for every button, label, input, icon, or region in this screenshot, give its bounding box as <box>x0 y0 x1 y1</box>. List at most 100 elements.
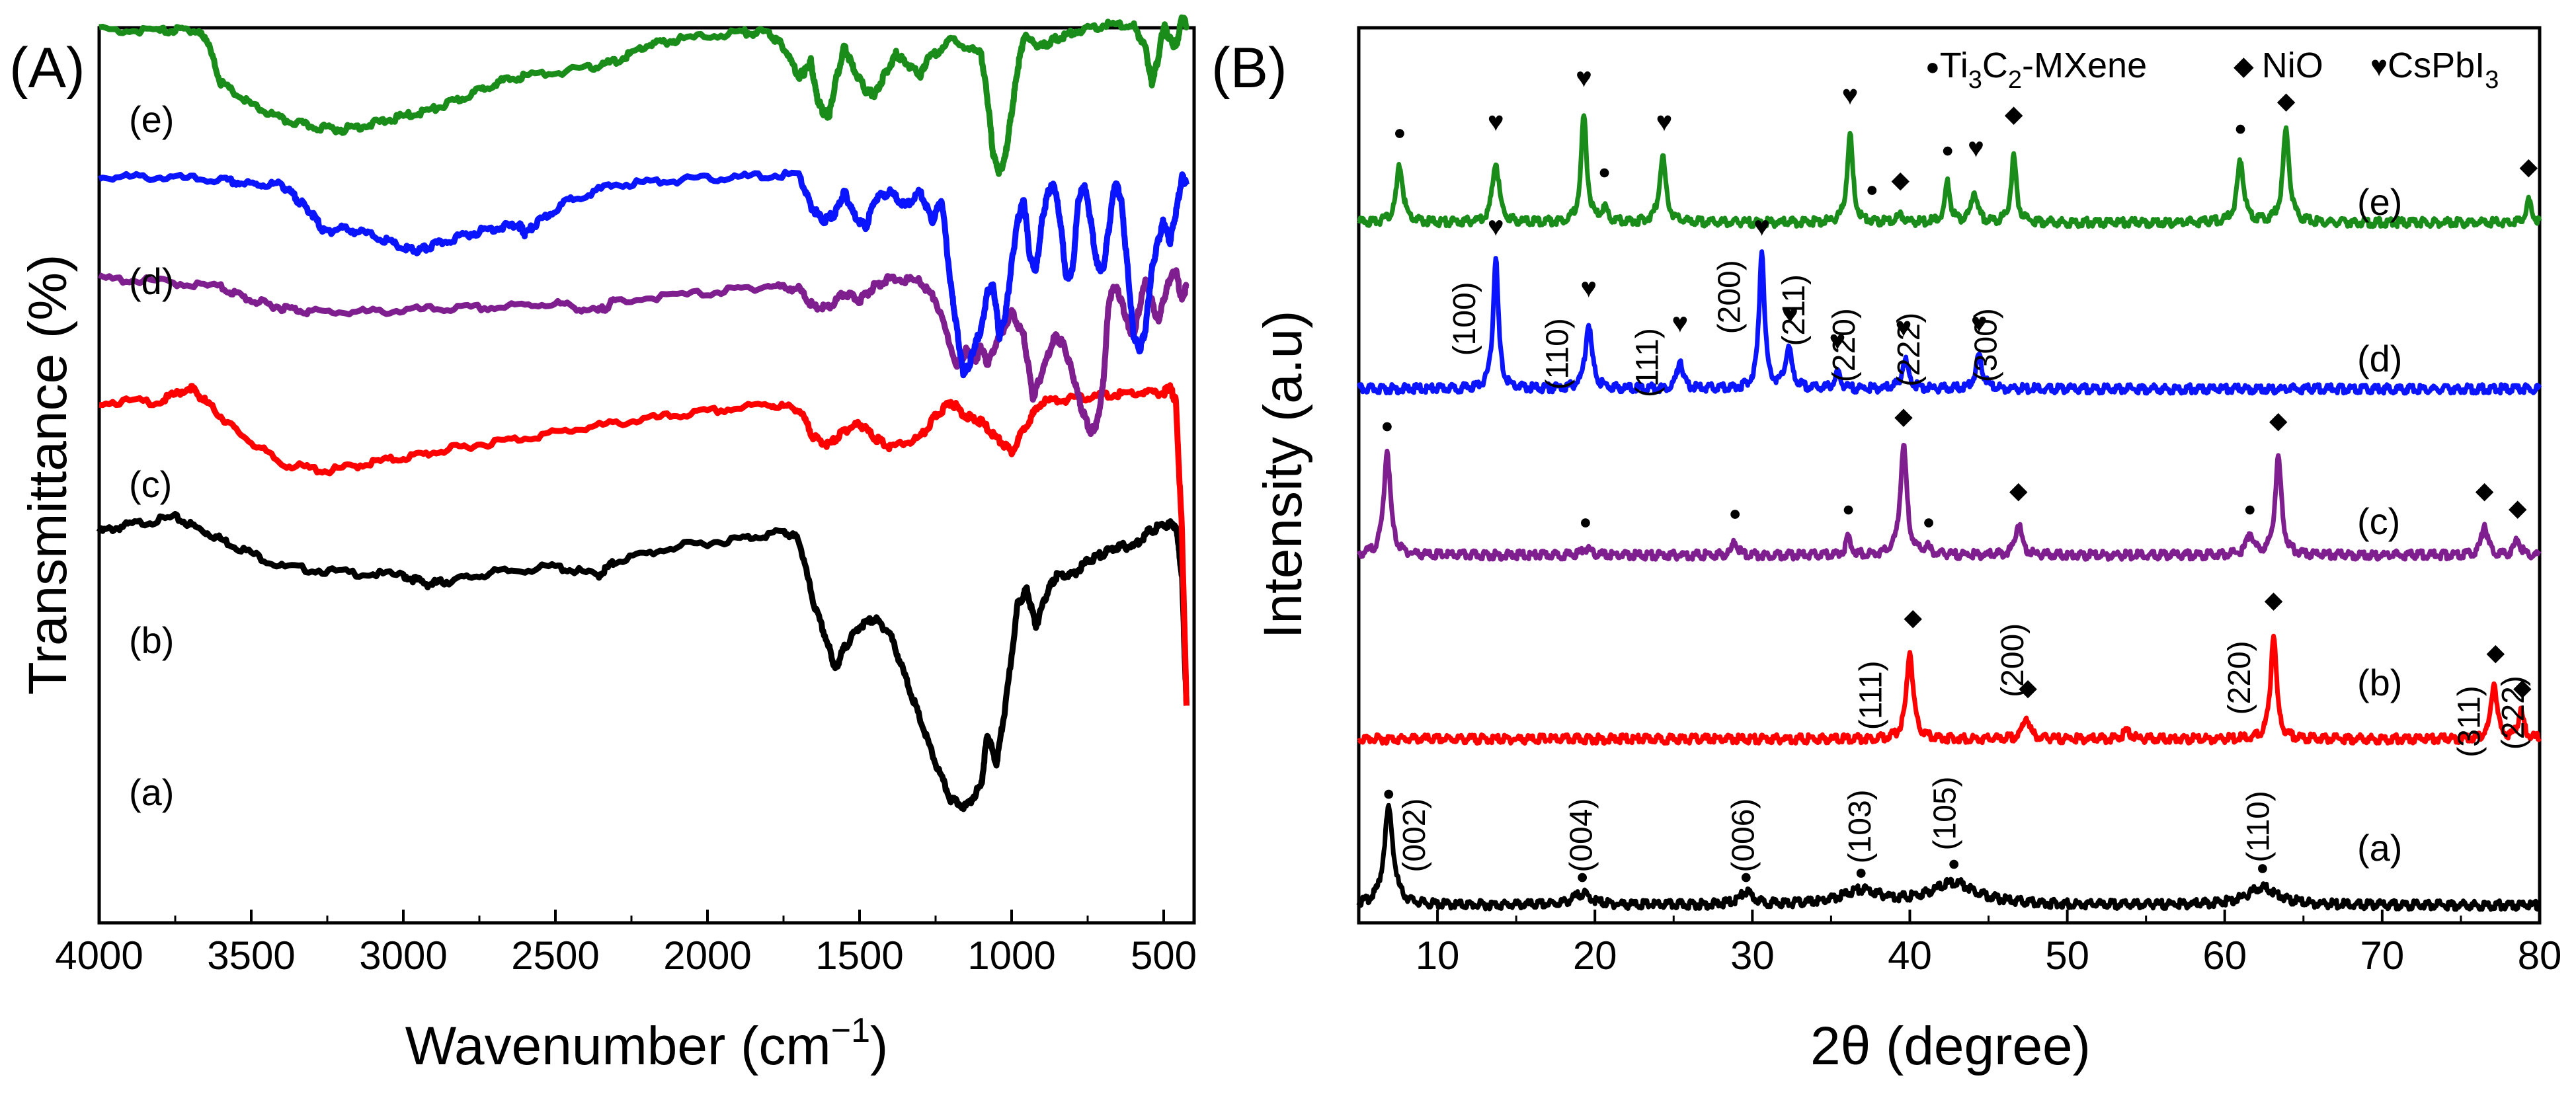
ftir-series-d <box>98 169 1189 379</box>
peak-marker: ◆ <box>2005 100 2023 128</box>
peak-marker: ♥ <box>1782 298 1798 329</box>
hkl-label: (220) <box>2222 641 2257 715</box>
x-tick-label: 1000 <box>967 933 1055 978</box>
hkl-label: (110) <box>1541 318 1576 390</box>
peak-marker: ♥ <box>1842 79 1859 110</box>
peak-marker: ◆ <box>2513 674 2532 701</box>
ftir-curve-label-c: (c) <box>129 463 172 505</box>
peak-marker: ♥ <box>1971 307 1988 338</box>
xrd-series-d <box>1356 249 2542 396</box>
peak-marker: ● <box>1842 496 1855 520</box>
x-tick-label: 2000 <box>663 933 751 978</box>
peak-marker: ● <box>1855 860 1867 884</box>
x-label-unit: (cm <box>741 1016 831 1076</box>
x-tick-label: 80 <box>2518 933 2562 978</box>
legend-mxene-symbol: ● <box>1925 53 1940 80</box>
xrd-curve-label-b: (b) <box>2357 662 2402 703</box>
x-label-close: ) <box>870 1016 888 1076</box>
ftir-curve-label-a: (a) <box>129 771 174 813</box>
peak-marker: ● <box>1728 501 1741 525</box>
peak-marker: ● <box>1598 160 1611 184</box>
panel-b-frame <box>1357 26 2542 925</box>
ftir-series-a <box>96 510 1189 812</box>
peak-marker: ● <box>2234 116 2247 139</box>
hkl-label: (105) <box>1928 776 1963 850</box>
hkl-label: (103) <box>1843 789 1878 863</box>
hkl-label: (222) <box>1892 313 1927 387</box>
peak-marker: ♥ <box>1488 106 1504 137</box>
legend: ●Ti3C2-MXene ◆ NiO ♥CsPbI3 <box>1925 46 2499 94</box>
xrd-curve-label-c: (c) <box>2357 500 2400 542</box>
hkl-label: (220) <box>1827 308 1862 382</box>
peak-marker: ◆ <box>2019 674 2037 701</box>
ftir-series-e <box>99 14 1189 177</box>
panel-b-label: (B) <box>1211 36 1287 100</box>
xrd-curve-label-e: (e) <box>2357 181 2402 223</box>
x-tick-label: 3000 <box>359 933 447 978</box>
x-tick-label: 500 <box>1131 933 1197 978</box>
panel-b-x-axis-label: 2θ (degree) <box>1810 1016 2091 1076</box>
ftir-curve-label-e: (e) <box>129 98 174 140</box>
peak-marker: ● <box>1383 781 1395 805</box>
x-tick-label: 3500 <box>207 933 295 978</box>
x-tick-label: 60 <box>2202 933 2247 978</box>
x-tick-label: 4000 <box>55 933 143 978</box>
x-tick-label: 2500 <box>511 933 599 978</box>
peak-marker: ♥ <box>1968 132 1984 163</box>
peak-marker: ● <box>1941 138 1954 162</box>
peak-marker: ♥ <box>1895 311 1912 342</box>
peak-marker: ◆ <box>2277 87 2296 114</box>
xrd-curve-label-d: (d) <box>2357 338 2402 379</box>
hkl-label: (002) <box>1397 799 1432 873</box>
ftir-series-b <box>99 382 1189 706</box>
peak-marker: ● <box>1381 414 1393 438</box>
peak-marker: ● <box>1579 510 1591 533</box>
hkl-label: (222) <box>2496 676 2531 750</box>
legend-entry-mxene: ●Ti3C2-MXene <box>1925 46 2147 94</box>
hkl-label: (200) <box>1712 260 1747 334</box>
legend-cspbi3-symbol: ♥ <box>2370 50 2388 83</box>
peak-marker: ● <box>1576 864 1588 888</box>
ftir-curve-label-b: (b) <box>129 619 174 661</box>
peak-marker: ● <box>1947 851 1960 875</box>
peak-marker: ● <box>2256 855 2269 879</box>
x-tick-label: 50 <box>2045 933 2089 978</box>
x-label-sup: −1 <box>831 1011 870 1050</box>
hkl-label: (111) <box>1630 328 1666 397</box>
peak-marker: ◆ <box>2009 477 2028 504</box>
panel-a-y-axis-label: Transmittance (%) <box>18 255 78 695</box>
xrd-series-b <box>1357 633 2542 746</box>
peak-marker: ● <box>1740 864 1752 888</box>
peak-marker: ● <box>1922 510 1935 533</box>
x-tick-label: 10 <box>1416 933 1460 978</box>
hkl-label: (004) <box>1564 799 1599 873</box>
peak-marker: ◆ <box>2519 153 2538 180</box>
panel-a-chart: (A) Transmittance (%) Wavenumber (cm−1) … <box>9 14 1197 1076</box>
peak-marker: ♥ <box>1656 106 1673 137</box>
x-tick-label: 20 <box>1573 933 1617 978</box>
peak-marker: ◆ <box>2265 586 2283 613</box>
xrd-series-c <box>1356 442 2542 562</box>
xrd-series-a <box>1356 803 2542 912</box>
x-label-main: Wavenumber <box>405 1016 726 1076</box>
peak-marker: ◆ <box>2269 407 2288 434</box>
legend-entry-nio: ◆ NiO <box>2234 46 2323 85</box>
panel-a-x-axis-label: Wavenumber (cm−1) <box>405 1011 889 1076</box>
peak-marker: ♥ <box>1580 272 1597 303</box>
legend-entry-cspbi3: ♥CsPbI3 <box>2370 46 2499 94</box>
hkl-label: (111) <box>1854 660 1889 730</box>
hkl-label: (100) <box>1447 282 1482 356</box>
x-tick-label: 1500 <box>815 933 903 978</box>
panel-b-chart: (B) Intensity (a.u) 2θ (degree) 10 20 30 40… <box>1211 26 2562 1076</box>
peak-marker: ● <box>1393 120 1406 144</box>
peak-marker: ◆ <box>2509 494 2527 521</box>
xrd-curve-label-a: (a) <box>2357 827 2402 869</box>
peak-marker: ◆ <box>1904 604 1922 631</box>
peak-marker: ● <box>1866 177 1878 201</box>
x-tick-label: 40 <box>1888 933 1932 978</box>
panel-a-frame <box>97 26 1196 925</box>
hkl-label: (110) <box>2241 791 2276 863</box>
peak-marker: ♥ <box>1671 307 1688 338</box>
hkl-label: (006) <box>1726 799 1761 873</box>
